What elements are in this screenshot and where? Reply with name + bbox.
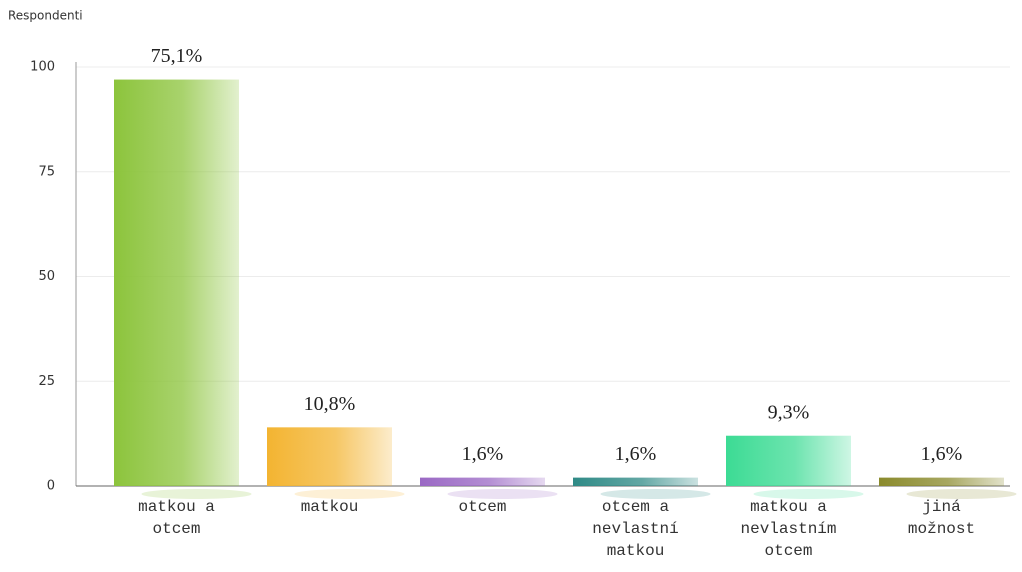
bar-annotation: 9,3% xyxy=(768,401,810,423)
x-tick-label: otcem xyxy=(458,498,507,516)
y-axis-label: Respondenti xyxy=(8,9,83,23)
bar-shadow xyxy=(906,489,1017,499)
bar xyxy=(114,79,239,486)
bar xyxy=(573,477,698,486)
bar xyxy=(420,477,545,486)
bar-annotation: 75,1% xyxy=(151,45,203,67)
bar xyxy=(726,435,851,486)
bar-shadow xyxy=(294,489,405,499)
x-tick-label: matkou a nevlastním otcem xyxy=(740,498,837,560)
bar-shadow xyxy=(753,489,864,499)
bar xyxy=(267,427,392,486)
bar-annotation: 1,6% xyxy=(462,443,504,465)
x-tick-label: matkou xyxy=(300,498,359,516)
x-tick-label: matkou a otcem xyxy=(138,498,215,538)
y-tick-label: 0 xyxy=(47,479,55,494)
bar-annotation: 10,8% xyxy=(304,393,356,415)
y-tick-label: 100 xyxy=(30,60,55,75)
bar-shadow xyxy=(447,489,558,499)
x-tick-label: jiná možnost xyxy=(907,498,976,538)
bar-shadow xyxy=(600,489,711,499)
bar-annotation: 1,6% xyxy=(921,443,963,465)
bar-annotation: 1,6% xyxy=(615,443,657,465)
y-tick-label: 25 xyxy=(38,374,55,389)
y-tick-label: 50 xyxy=(38,269,55,284)
x-tick-label: otcem a nevlastní matkou xyxy=(592,498,679,560)
y-tick-label: 75 xyxy=(38,164,55,179)
bar xyxy=(879,477,1004,486)
bar-shadow xyxy=(141,489,252,499)
